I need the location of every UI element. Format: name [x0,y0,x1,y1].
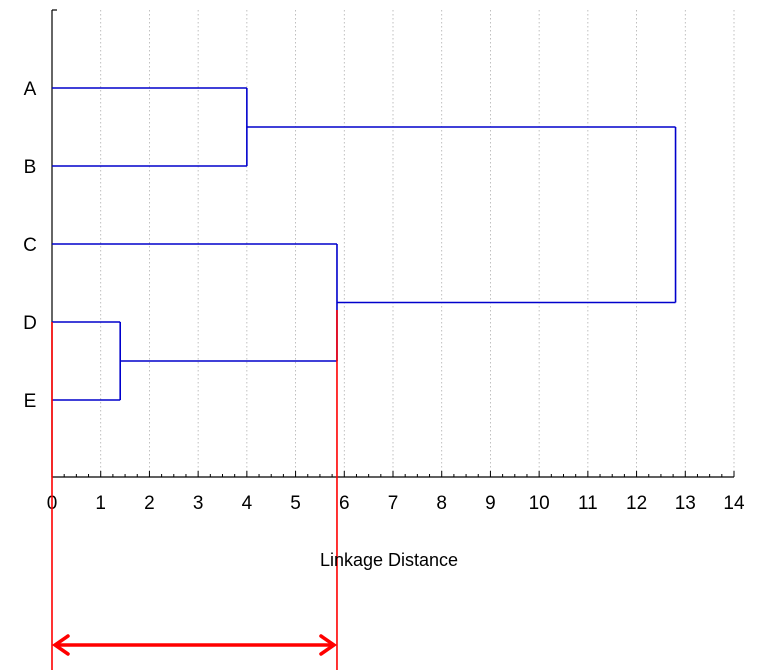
leaf-labels: A B C D E [23,79,37,412]
x-tick-label: 13 [675,493,696,514]
leaf-label: E [24,391,37,412]
x-tick-label: 5 [290,493,301,514]
x-tick-label: 1 [95,493,106,514]
annotation-arrow-head-right [319,634,338,656]
x-tick-label: 14 [723,493,745,514]
x-tick-label: 9 [485,493,496,514]
x-tick-label: 12 [626,493,647,514]
x-tick-label: 3 [193,493,204,514]
x-tick-label: 4 [242,493,253,514]
dendrogram-tree [52,87,677,401]
x-tick-label: 7 [388,493,399,514]
x-tick-label: 2 [144,493,155,514]
x-tick-label: 11 [578,493,598,514]
x-tick-label: 6 [339,493,350,514]
leaf-label: A [24,79,37,100]
leaf-label: C [23,235,37,256]
annotation-arrow-head-left [51,634,70,656]
x-axis-label: Linkage Distance [320,550,458,570]
leaf-label: B [24,157,37,178]
x-tick-label: 8 [436,493,447,514]
x-tick-label: 10 [529,493,550,514]
leaf-label: D [23,313,37,334]
distance-annotation [51,310,338,670]
